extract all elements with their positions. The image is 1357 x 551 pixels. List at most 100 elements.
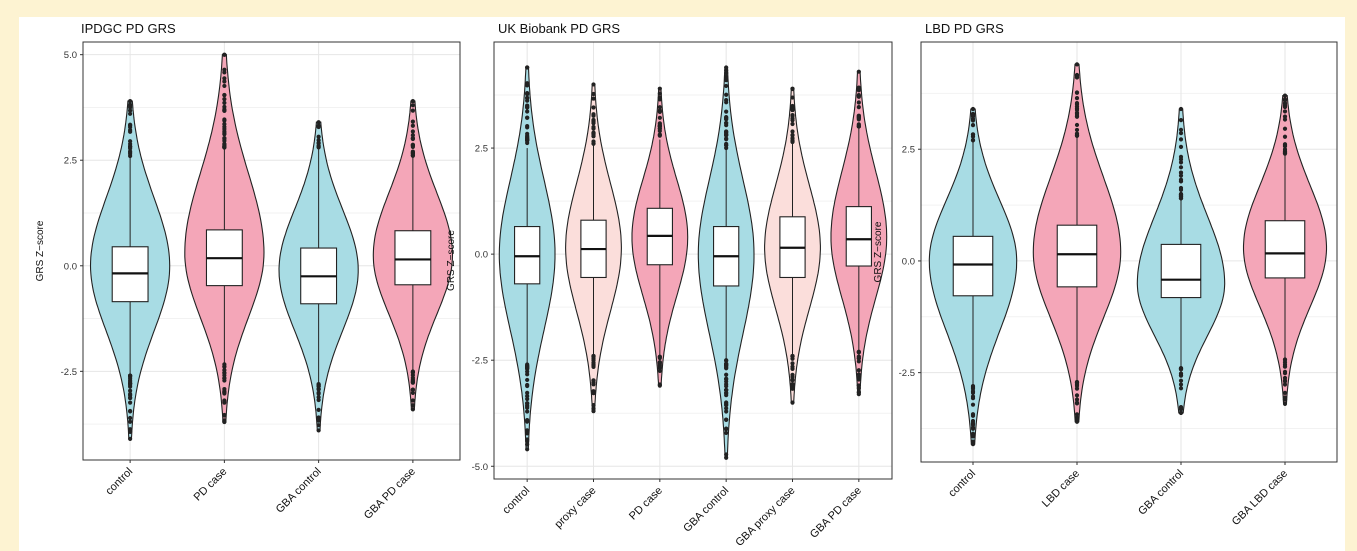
outlier-point bbox=[128, 111, 133, 116]
violin-group-pd-case bbox=[184, 52, 265, 425]
outlier-point bbox=[724, 137, 729, 142]
boxplot-box bbox=[394, 230, 432, 286]
outlier-point bbox=[1074, 393, 1080, 398]
outlier-point bbox=[1178, 373, 1184, 378]
outlier-point bbox=[790, 95, 795, 100]
outlier-point bbox=[591, 378, 596, 383]
outlier-point bbox=[410, 119, 415, 124]
outlier-point bbox=[790, 384, 795, 389]
outlier-point bbox=[410, 390, 415, 396]
outlier-point bbox=[1282, 364, 1288, 369]
figure-frame: -2.5 0.0 2.5 5.0 control PD case GBA control GB… bbox=[19, 17, 1345, 551]
outlier-point bbox=[316, 391, 321, 396]
outlier-point bbox=[790, 118, 795, 123]
outlier-point bbox=[724, 377, 729, 382]
outlier-point bbox=[525, 137, 530, 142]
outlier-point bbox=[128, 400, 133, 405]
outlier-point bbox=[1282, 382, 1288, 387]
outlier-point bbox=[128, 376, 133, 381]
outlier-point bbox=[1074, 102, 1080, 107]
outlier-point bbox=[222, 141, 227, 146]
outlier-point bbox=[657, 368, 662, 374]
outlier-point bbox=[724, 401, 729, 406]
outlier-point bbox=[1074, 397, 1080, 402]
y-tick-label: 2.5 bbox=[64, 156, 77, 167]
outlier-point bbox=[525, 383, 530, 389]
outlier-point bbox=[724, 145, 729, 151]
outlier-point bbox=[222, 391, 227, 396]
panel-title: IPDGC PD GRS bbox=[81, 21, 176, 36]
violin-group-gba-control bbox=[697, 65, 755, 460]
outlier-point bbox=[222, 132, 227, 137]
outlier-point bbox=[1178, 137, 1184, 142]
outlier-point bbox=[591, 353, 596, 359]
outlier-point bbox=[222, 136, 227, 142]
outlier-point bbox=[222, 92, 227, 98]
outlier-point bbox=[657, 115, 662, 120]
outlier-point bbox=[128, 419, 133, 424]
outlier-point bbox=[316, 423, 321, 428]
y-tick-label: 5.0 bbox=[64, 50, 77, 61]
outlier-point bbox=[1178, 410, 1184, 415]
y-tick-label: 0.0 bbox=[475, 250, 488, 261]
outlier-point bbox=[724, 120, 729, 126]
outlier-point bbox=[128, 139, 133, 144]
outlier-point bbox=[128, 151, 133, 157]
outlier-point bbox=[128, 395, 133, 400]
outlier-point bbox=[316, 407, 321, 412]
outlier-point bbox=[222, 370, 227, 375]
y-tick-label: 0.0 bbox=[902, 256, 915, 267]
y-tick-label: -2.5 bbox=[899, 368, 915, 379]
outlier-point bbox=[525, 372, 530, 377]
outlier-point bbox=[410, 398, 415, 403]
outlier-point bbox=[1074, 419, 1080, 424]
outlier-point bbox=[316, 387, 321, 392]
outlier-point bbox=[657, 95, 662, 100]
outlier-point bbox=[724, 358, 729, 363]
outlier-point bbox=[591, 139, 596, 144]
outlier-point bbox=[525, 109, 530, 114]
outlier-point bbox=[970, 402, 976, 407]
outlier-point bbox=[525, 366, 530, 371]
outlier-point bbox=[1178, 185, 1184, 191]
outlier-point bbox=[1178, 127, 1184, 132]
outlier-point bbox=[1178, 378, 1184, 383]
outlier-point bbox=[856, 115, 861, 120]
outlier-point bbox=[410, 407, 415, 412]
outlier-point bbox=[128, 145, 133, 150]
outlier-point bbox=[591, 117, 596, 123]
outlier-point bbox=[525, 409, 530, 414]
outlier-point bbox=[222, 145, 227, 150]
x-tick-label: proxy case bbox=[553, 485, 599, 531]
outlier-point bbox=[724, 417, 729, 422]
outlier-point bbox=[128, 122, 133, 127]
outlier-point bbox=[724, 83, 729, 89]
outlier-point bbox=[316, 384, 321, 389]
outlier-point bbox=[724, 100, 729, 105]
outlier-point bbox=[128, 384, 133, 389]
violin-group-control bbox=[498, 65, 556, 452]
outlier-point bbox=[1178, 382, 1184, 387]
outlier-point bbox=[1282, 390, 1288, 395]
outlier-point bbox=[970, 421, 976, 427]
outlier-point bbox=[724, 363, 729, 368]
outlier-point bbox=[856, 104, 861, 110]
outlier-point bbox=[657, 123, 662, 128]
outlier-point bbox=[128, 99, 133, 104]
outlier-point bbox=[970, 116, 976, 122]
y-tick-label: -5.0 bbox=[472, 462, 488, 473]
y-axis-title: GRS Z−score bbox=[446, 230, 457, 291]
outlier-point bbox=[657, 133, 662, 138]
violin-group-proxy-case bbox=[565, 82, 622, 414]
outlier-point bbox=[724, 109, 729, 114]
violin-group-gba-lbd-case bbox=[1242, 93, 1328, 407]
outlier-point bbox=[970, 394, 976, 399]
outlier-point bbox=[591, 96, 596, 101]
outlier-point bbox=[591, 105, 596, 110]
panel-border bbox=[920, 41, 1338, 463]
outlier-point bbox=[410, 153, 415, 158]
outlier-point bbox=[1282, 114, 1288, 119]
outlier-point bbox=[316, 418, 321, 423]
outlier-point bbox=[410, 103, 415, 108]
outlier-point bbox=[222, 386, 227, 392]
